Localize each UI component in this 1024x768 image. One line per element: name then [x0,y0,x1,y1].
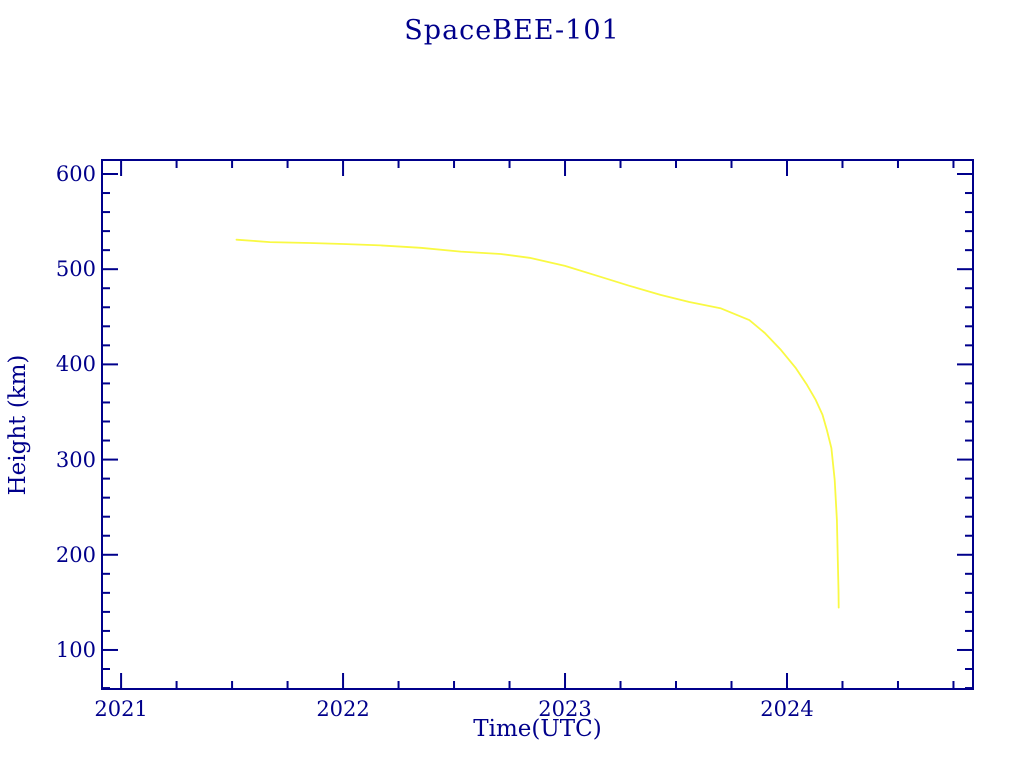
y-tick-label: 400 [55,352,96,377]
x-tick-label: 2022 [316,697,370,721]
chart-title: SpaceBEE-101 [404,15,620,46]
x-tick-label: 2024 [760,697,814,721]
decay-curve [235,238,840,609]
x-tick-label: 2023 [538,697,592,721]
y-tick-label: 100 [55,637,96,662]
y-tick-label: 200 [55,542,96,567]
y-tick-label: 500 [55,257,96,282]
y-tick-label: 300 [55,447,96,472]
plot-frame [101,159,974,690]
y-axis-title: Height (km) [5,354,31,496]
y-tick-label: 600 [55,161,96,186]
x-axis-title: Time(UTC) [473,716,602,742]
x-tick-label: 2021 [94,697,148,721]
